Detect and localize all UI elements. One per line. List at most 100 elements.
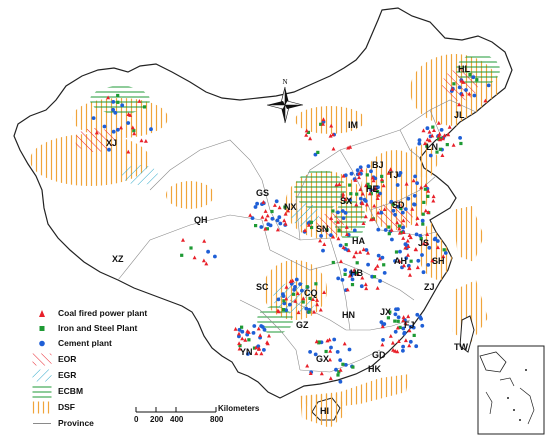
cement-plant-marker — [404, 256, 409, 260]
iron-steel-plant-marker — [396, 319, 400, 323]
cement-plant-marker — [344, 363, 348, 367]
cement-plant-marker — [111, 100, 116, 104]
cement-plant-marker — [359, 284, 364, 289]
cement-plant-marker — [393, 212, 397, 217]
iron-steel-plant-marker — [331, 260, 335, 265]
cement-plant-marker — [420, 218, 425, 223]
coal-power-plant-points — [94, 78, 488, 381]
coal-power-plant-marker — [401, 315, 406, 319]
coal-power-plant-marker — [344, 225, 349, 229]
cement-plant-marker — [376, 185, 380, 190]
cement-plant-marker — [274, 199, 279, 204]
iron-steel-plant-marker — [386, 316, 390, 320]
coal-power-plant-marker — [340, 194, 345, 199]
coal-power-plant-marker — [460, 92, 465, 97]
coal-power-plant-marker — [430, 133, 435, 138]
province-label-he: HE — [366, 184, 379, 194]
iron-steel-plant-marker — [132, 129, 136, 133]
cement-plant-marker — [321, 248, 325, 253]
legend-item-cement: Cement plant — [32, 336, 112, 350]
cement-plant-marker — [418, 233, 423, 238]
cement-plant-marker — [298, 282, 302, 286]
coal-power-plant-marker — [261, 200, 266, 204]
iron-steel-plant-marker — [388, 310, 392, 314]
cement-plant-marker — [471, 75, 476, 80]
cement-plant-marker — [382, 271, 387, 275]
cement-plant-marker — [403, 207, 408, 212]
ecbm-ordos — [294, 170, 346, 210]
cement-plant-marker — [425, 126, 430, 131]
coal-power-plant-marker — [371, 178, 376, 183]
iron-steel-plant-marker — [367, 185, 371, 189]
cement-plant-marker — [113, 110, 118, 115]
coal-power-plant-marker — [423, 183, 428, 187]
cement-plant-marker — [275, 218, 280, 223]
coal-power-plant-marker — [357, 175, 361, 180]
cement-plant-marker — [401, 225, 405, 230]
cement-plant-marker — [414, 344, 419, 349]
legend-label-province: Province — [58, 418, 94, 428]
iron-steel-plant-marker — [350, 283, 355, 287]
legend-label-dsf: DSF — [58, 402, 75, 412]
province-label-zj: ZJ — [424, 282, 435, 292]
coal-power-plant-marker — [421, 128, 426, 133]
coal-power-plant-marker — [380, 342, 385, 347]
cement-plant-marker — [355, 168, 360, 173]
coal-power-plant-marker — [106, 95, 111, 100]
coal-power-plant-marker — [201, 258, 206, 263]
coal-power-plant-marker — [395, 220, 400, 225]
iron-steel-plant-marker — [438, 136, 443, 140]
cement-plant-marker — [340, 209, 345, 213]
dsf-erlian-basin — [295, 106, 365, 134]
iron-steel-plant-marker — [301, 300, 305, 304]
cement-plant-marker — [408, 339, 413, 344]
coal-power-plant-marker — [354, 250, 359, 255]
iron-steel-plant-marker — [426, 194, 430, 198]
iron-steel-plant-marker — [307, 310, 311, 314]
cement-plant-marker — [319, 234, 323, 238]
coal-power-plant-marker — [430, 258, 435, 263]
coal-power-plant-marker — [390, 340, 395, 345]
coal-power-plant-marker — [373, 266, 378, 271]
province-labels: HL JL LN IM XJ BJ TJ HE SX SD GS NX QH X… — [106, 64, 470, 416]
scale-unit: Kilometers — [218, 404, 260, 413]
coal-power-plant-marker — [341, 245, 346, 250]
cement-plant-marker — [262, 348, 266, 352]
coal-power-plant-marker — [327, 337, 332, 342]
coal-power-plant-marker — [435, 245, 440, 250]
coal-power-plant-marker — [393, 348, 398, 353]
legend-label-eor: EOR — [58, 354, 77, 364]
coal-power-plant-marker — [233, 326, 238, 331]
iron-steel-plant-marker — [343, 272, 347, 276]
cement-plant-marker — [277, 215, 282, 220]
cement-plant-marker — [349, 171, 354, 176]
province-label-cq: CQ — [304, 288, 318, 298]
cement-plant-marker — [343, 173, 348, 178]
eor-xinjiang — [75, 128, 115, 152]
cement-plant-marker — [376, 253, 381, 258]
cement-plant-marker — [352, 228, 357, 233]
cement-plant-marker — [259, 324, 264, 328]
coal-power-plant-marker — [401, 218, 406, 223]
iron-steel-plant-marker — [180, 253, 184, 257]
coal-power-plant-marker — [363, 282, 368, 287]
coal-power-plant-marker — [345, 232, 349, 236]
coal-power-plant-marker — [426, 188, 431, 193]
cement-plant-marker — [418, 315, 423, 319]
coal-power-plant-marker — [380, 324, 385, 329]
province-boundaries — [117, 99, 477, 373]
coal-power-plant-marker — [467, 91, 472, 96]
iron-steel-plant-marker — [399, 231, 403, 235]
coal-power-plant-marker — [432, 128, 436, 132]
coal-power-plant-marker — [407, 328, 412, 333]
coal-power-plant-marker — [341, 192, 346, 196]
ecbm-junggar — [90, 86, 150, 114]
coal-power-plant-marker — [363, 214, 368, 219]
cement-plant-marker — [378, 279, 382, 283]
coal-power-plant-marker — [375, 196, 380, 200]
iron-steel-plant-marker — [247, 338, 251, 342]
cement-plant-marker — [350, 277, 355, 282]
coal-power-plant-marker — [322, 290, 327, 294]
coal-power-plant-marker — [334, 182, 339, 187]
coal-power-plant-marker — [441, 254, 446, 259]
